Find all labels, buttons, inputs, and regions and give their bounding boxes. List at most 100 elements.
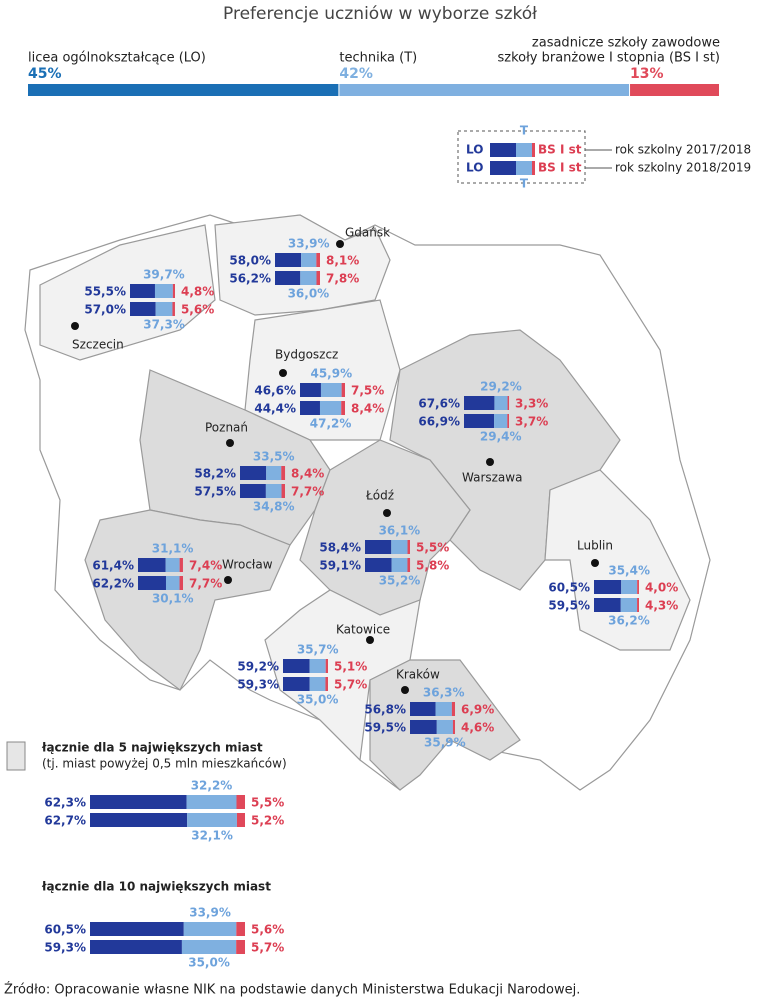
- label-bs: 7,8%: [326, 272, 359, 286]
- label-lo: 59,2%: [237, 660, 279, 674]
- label-lo: 59,3%: [237, 678, 279, 692]
- label-lo: 57,5%: [194, 485, 236, 499]
- totals-note: (tj. miast powyżej 0,5 mln mieszkańców): [42, 757, 287, 771]
- label-t: 39,7%: [143, 268, 185, 282]
- bar-bs: [407, 540, 410, 554]
- bar-t: [620, 598, 638, 612]
- city-dot: [224, 576, 232, 584]
- label-t: 35,2%: [379, 574, 421, 588]
- label-lo: 67,6%: [418, 397, 460, 411]
- city-name: Bydgoszcz: [275, 348, 338, 362]
- label-t: 31,1%: [152, 542, 194, 556]
- city-name: Poznań: [205, 421, 248, 435]
- label-lo: 60,5%: [44, 923, 86, 937]
- bar-t: [621, 580, 638, 594]
- label-bs: 5,6%: [181, 303, 214, 317]
- bar-lo: [138, 558, 166, 572]
- city-name: Łódź: [365, 489, 394, 503]
- city-name: Warszawa: [462, 471, 522, 485]
- bar-t: [435, 702, 452, 716]
- label-t: 29,2%: [480, 380, 522, 394]
- label-bs: 5,2%: [251, 814, 284, 828]
- city-name: Kraków: [396, 668, 440, 682]
- legend-lo: LO: [466, 161, 483, 175]
- bar-bs: [316, 253, 320, 267]
- summary-name: zasadnicze szkoły zawodowe: [532, 36, 720, 51]
- bar-t: [494, 414, 508, 428]
- summary-value: 42%: [339, 66, 373, 82]
- legend-t: T: [520, 177, 529, 191]
- label-t: 35,4%: [608, 564, 650, 578]
- source: Źródło: Opracowanie własne NIK na podsta…: [4, 982, 580, 998]
- label-t: 36,1%: [379, 524, 421, 538]
- label-lo: 66,9%: [418, 415, 460, 429]
- bar-bs: [451, 702, 455, 716]
- bar-lo: [464, 396, 495, 410]
- legend-swatch: [6, 741, 26, 771]
- label-t: 30,1%: [152, 592, 194, 606]
- bar-t: [266, 466, 282, 480]
- label-lo: 58,0%: [229, 254, 271, 268]
- legend-bar: [516, 143, 532, 157]
- bar-t: [319, 401, 342, 415]
- bar-lo: [240, 466, 267, 480]
- label-t: 34,8%: [253, 500, 295, 514]
- bar-bs: [236, 922, 245, 936]
- bar-t: [309, 659, 326, 673]
- city-name: Wrocław: [222, 558, 273, 572]
- label-bs: 4,3%: [645, 599, 678, 613]
- label-t: 47,2%: [310, 417, 352, 431]
- bar-lo: [300, 401, 320, 415]
- bar-bs: [452, 720, 455, 734]
- legend-bar: [516, 161, 532, 175]
- city-dot: [401, 686, 409, 694]
- label-t: 37,3%: [143, 318, 185, 332]
- label-lo: 56,2%: [229, 272, 271, 286]
- bar-bs: [281, 466, 286, 480]
- label-lo: 59,5%: [548, 599, 590, 613]
- label-t: 36,3%: [423, 686, 465, 700]
- bar-bs: [179, 558, 183, 572]
- bar-lo: [300, 383, 321, 397]
- bar-lo: [90, 795, 187, 809]
- region: [39, 224, 216, 361]
- bar-bs: [325, 677, 328, 691]
- bar-t: [494, 396, 508, 410]
- summary-name: licea ogólnokształcące (LO): [28, 51, 206, 66]
- region: [264, 589, 421, 762]
- legend-year: rok szkolny 2018/2019: [615, 161, 751, 175]
- city-dot: [71, 322, 79, 330]
- bar-lo: [464, 414, 495, 428]
- bar-t: [154, 284, 173, 298]
- label-t: 35,0%: [188, 956, 230, 970]
- label-bs: 5,5%: [416, 541, 449, 555]
- label-bs: 3,3%: [515, 397, 548, 411]
- bar-lo: [138, 576, 166, 590]
- bar-lo: [594, 598, 621, 612]
- label-t: 33,9%: [288, 237, 330, 251]
- label-bs: 5,7%: [251, 941, 284, 955]
- label-t: 33,9%: [189, 906, 231, 920]
- bar-t: [300, 271, 317, 285]
- bar-bs: [179, 576, 183, 590]
- city-dot: [366, 636, 374, 644]
- legend-t: T: [520, 124, 529, 138]
- bar-lo: [275, 271, 301, 285]
- bar-bs: [341, 383, 345, 397]
- bar-t: [165, 576, 180, 590]
- summary-value: 13%: [630, 66, 664, 82]
- bar-bs: [341, 401, 345, 415]
- label-lo: 58,4%: [319, 541, 361, 555]
- bar-lo: [275, 253, 302, 267]
- label-t: 36,2%: [608, 614, 650, 628]
- city-name: Katowice: [336, 623, 390, 637]
- label-t: 36,0%: [288, 287, 330, 301]
- summary-bar: [630, 84, 719, 96]
- label-bs: 4,8%: [181, 285, 214, 299]
- city-dot: [336, 240, 344, 248]
- label-bs: 6,9%: [461, 703, 494, 717]
- bar-t: [391, 540, 408, 554]
- city-dot: [591, 559, 599, 567]
- bar-t: [309, 677, 326, 691]
- summary-name: szkoły branżowe I stopnia (BS I st): [497, 51, 720, 66]
